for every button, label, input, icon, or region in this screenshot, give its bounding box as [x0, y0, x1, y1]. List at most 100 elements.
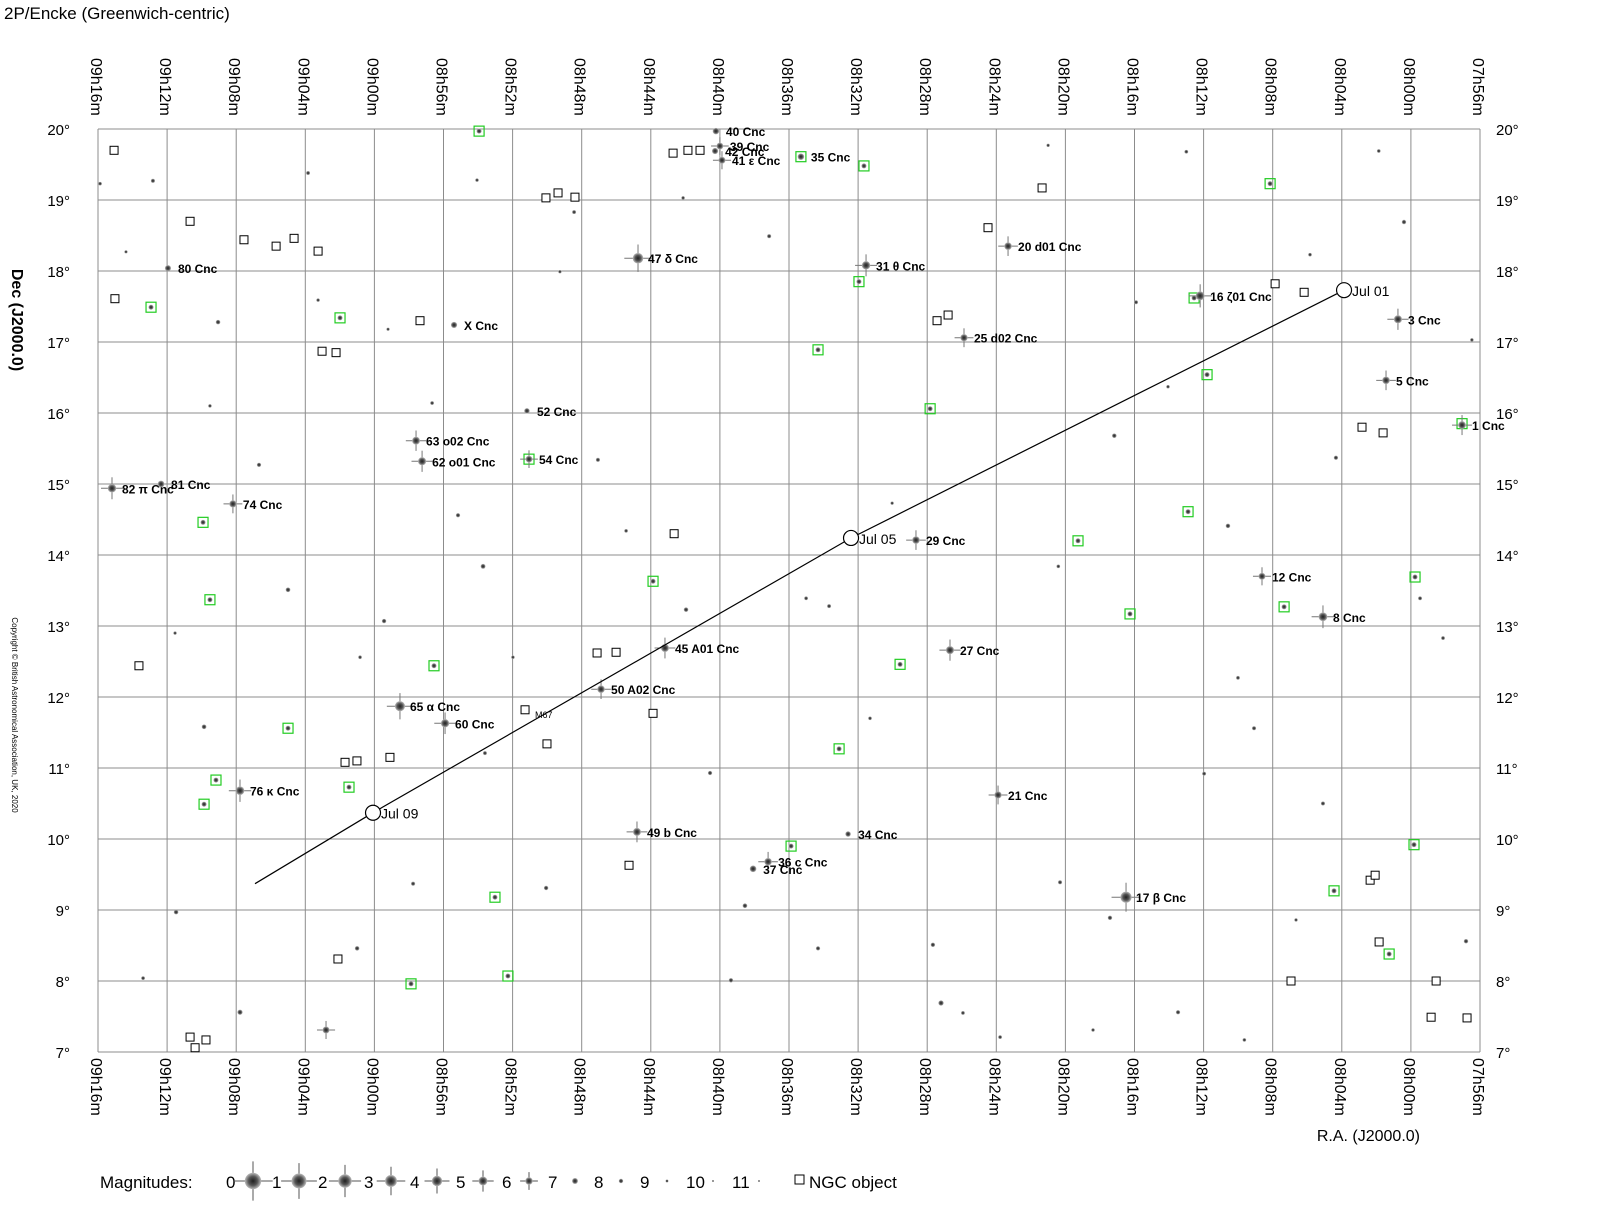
star — [595, 457, 600, 462]
ngc-object — [317, 346, 327, 356]
star-label: 81 Cnc — [171, 478, 211, 492]
ngc-object — [668, 148, 678, 158]
y-tick-label: 18° — [1496, 264, 1519, 281]
star — [815, 946, 821, 951]
star-label: 12 Cnc — [1272, 570, 1312, 584]
chart-title: 2P/Encke (Greenwich-centric) — [4, 4, 230, 23]
star-label: 54 Cnc — [539, 453, 579, 467]
star — [511, 655, 515, 659]
x-tick-label: 07h56m — [1469, 1058, 1486, 1116]
y-tick-label: 7° — [56, 1045, 70, 1062]
highlighted-star — [346, 784, 352, 790]
star — [572, 210, 577, 215]
star — [480, 563, 486, 569]
star — [961, 1011, 965, 1015]
legend-star — [385, 1175, 397, 1187]
star — [1202, 771, 1207, 776]
x-tick-label: 09h04m — [294, 58, 311, 116]
star-label: 42 Cnc — [725, 145, 765, 159]
x-tick-label: 08h32m — [847, 1058, 864, 1116]
legend-ngc-symbol — [794, 1174, 805, 1185]
legend-magnitude: 2 — [318, 1173, 327, 1192]
star-label: 76 κ Cnc — [250, 785, 300, 799]
y-tick-label: 20° — [47, 122, 70, 139]
ngc-object — [683, 145, 693, 155]
star — [386, 327, 390, 331]
legend-magnitude: 10 — [686, 1173, 705, 1192]
highlighted-star — [492, 894, 498, 900]
star — [543, 885, 549, 891]
star — [1258, 572, 1266, 580]
ngc-object — [1357, 422, 1367, 432]
ngc-object — [932, 316, 942, 326]
star — [845, 831, 851, 837]
legend-star — [431, 1175, 443, 1187]
star — [764, 857, 772, 866]
ngc-object — [201, 1035, 211, 1045]
highlighted-object — [1124, 608, 1136, 620]
highlighted-star — [1204, 372, 1210, 378]
star — [890, 501, 894, 505]
star — [749, 865, 757, 873]
x-tick-label: 08h28m — [916, 58, 933, 116]
highlighted-object — [894, 658, 906, 670]
highlighted-object — [647, 575, 659, 587]
highlighted-star — [408, 981, 414, 987]
ngc-object — [611, 647, 621, 657]
y-tick-label: 10° — [1496, 832, 1519, 849]
legend-magnitude: 11 — [732, 1173, 750, 1192]
x-tick-label: 08h56m — [433, 58, 450, 116]
star — [728, 978, 734, 983]
ngc-object — [541, 193, 551, 203]
y-tick-label: 9° — [56, 903, 70, 920]
ngc-object — [1431, 976, 1441, 986]
star — [716, 142, 724, 150]
legend-magnitude: 6 — [502, 1173, 511, 1192]
highlighted-star — [207, 597, 213, 603]
star-label: 35 Cnc — [811, 151, 851, 165]
star-label: 52 Cnc — [537, 405, 577, 419]
highlighted-object — [334, 312, 346, 324]
star — [235, 786, 245, 796]
legend-star — [525, 1177, 533, 1185]
star — [157, 480, 165, 488]
highlighted-object — [473, 125, 485, 137]
highlighted-object — [1264, 178, 1276, 190]
highlighted-star — [1267, 181, 1273, 187]
legend-magnitude: 5 — [456, 1173, 465, 1192]
star-label: 63 o02 Cnc — [426, 435, 490, 449]
highlighted-star — [650, 578, 656, 584]
x-tick-label: 08h44m — [640, 58, 657, 116]
star — [354, 946, 360, 951]
star — [711, 147, 719, 155]
x-tick-label: 08h36m — [778, 1058, 795, 1116]
star — [1175, 1010, 1181, 1015]
x-tick-label: 08h52m — [502, 1058, 519, 1116]
star — [524, 408, 530, 414]
y-tick-label: 12° — [47, 690, 70, 707]
ngc-object — [943, 310, 953, 320]
star — [1242, 1038, 1247, 1042]
star — [150, 178, 155, 183]
ngc-object — [983, 223, 993, 233]
legend: Magnitudes: 0 1 2 3 4 5 6 7 8 9 10 11 NGC object — [100, 1161, 897, 1201]
star — [930, 942, 936, 947]
star-label: 27 Cnc — [960, 644, 1000, 658]
star — [912, 536, 920, 544]
star — [1225, 523, 1231, 529]
star — [1470, 338, 1474, 342]
star — [201, 724, 207, 730]
star — [632, 827, 641, 836]
y-tick-label: 17° — [1496, 335, 1519, 352]
ngc-object — [333, 954, 343, 964]
x-tick-label: 08h20m — [1054, 58, 1071, 116]
x-tick-label: 09h16m — [87, 58, 104, 116]
star — [1236, 675, 1240, 680]
x-tick-label: 08h04m — [1331, 1058, 1348, 1116]
x-axis-label: R.A. (J2000.0) — [1317, 1128, 1420, 1145]
x-tick-label: 08h40m — [709, 58, 726, 116]
highlighted-star — [476, 128, 482, 134]
star — [107, 484, 117, 493]
ngc-object — [239, 235, 249, 245]
highlighted-star — [1412, 574, 1418, 580]
